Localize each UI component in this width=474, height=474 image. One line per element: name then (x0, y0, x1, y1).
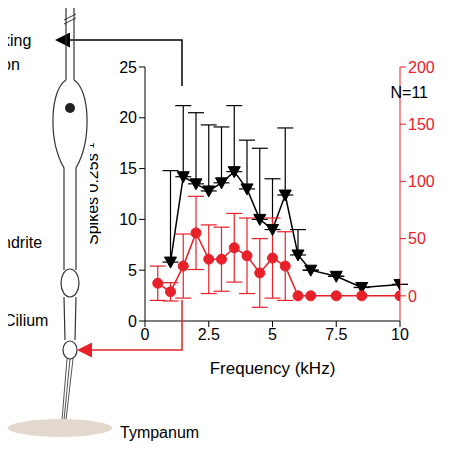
svg-text:10: 10 (391, 326, 409, 343)
svg-text:25: 25 (119, 59, 137, 76)
svg-text:5: 5 (128, 262, 137, 279)
svg-text:Tympanum: Tympanum (120, 424, 199, 441)
svg-text:20: 20 (119, 109, 137, 126)
svg-text:0: 0 (141, 326, 150, 343)
svg-text:N=11: N=11 (390, 84, 428, 101)
svg-text:10: 10 (119, 211, 137, 228)
svg-text:Spikes 0.25s⁻¹: Spikes 0.25s⁻¹ (90, 143, 101, 245)
svg-text:2.5: 2.5 (198, 326, 220, 343)
svg-text:150: 150 (408, 116, 435, 133)
svg-text:king: king (8, 32, 31, 49)
svg-text:0: 0 (128, 313, 137, 330)
svg-text:15: 15 (119, 160, 137, 177)
svg-text:ndrite: ndrite (8, 234, 42, 251)
svg-text:50: 50 (408, 230, 426, 247)
svg-text:7.5: 7.5 (325, 326, 347, 343)
svg-text:Cilium: Cilium (8, 312, 48, 329)
svg-text:100: 100 (408, 173, 435, 190)
svg-text:200: 200 (408, 59, 435, 76)
svg-text:Frequency (kHz): Frequency (kHz) (210, 359, 336, 378)
svg-text:5: 5 (268, 326, 277, 343)
svg-text:0: 0 (408, 288, 417, 305)
svg-text:on: on (8, 56, 20, 73)
